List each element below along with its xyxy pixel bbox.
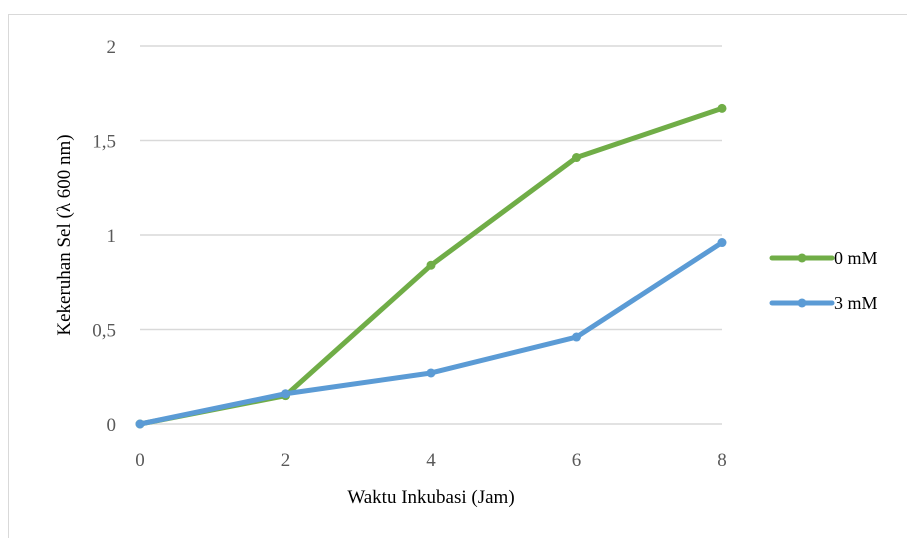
x-tick-label: 0 bbox=[135, 450, 145, 471]
data-point bbox=[717, 238, 727, 248]
legend: 0 mM 3 mM bbox=[769, 248, 878, 313]
data-point bbox=[572, 332, 581, 342]
y-tick-label: 1,5 bbox=[92, 132, 116, 153]
y-tick-label: 2 bbox=[107, 37, 117, 58]
x-tick-label: 6 bbox=[572, 450, 582, 471]
data-point bbox=[281, 389, 290, 399]
data-point bbox=[426, 368, 436, 378]
x-axis-title: Waktu Inkubasi (Jam) bbox=[347, 487, 514, 508]
legend-marker bbox=[797, 253, 807, 263]
data-point bbox=[572, 153, 581, 163]
x-tick-labels: 0 2 4 6 8 bbox=[135, 450, 727, 471]
gridlines bbox=[140, 45, 722, 425]
y-axis-title: Kekeruhan Sel (λ 600 nm) bbox=[54, 134, 75, 335]
y-tick-labels: 0 0,5 1 1,5 2 bbox=[92, 37, 116, 436]
y-tick-label: 0 bbox=[107, 415, 117, 436]
series-line-1 bbox=[137, 240, 725, 427]
x-tick-label: 2 bbox=[281, 450, 291, 471]
data-point bbox=[135, 419, 145, 429]
x-tick-label: 4 bbox=[426, 450, 436, 471]
chart-frame bbox=[8, 14, 907, 538]
x-tick-label: 8 bbox=[717, 450, 727, 471]
legend-label: 3 mM bbox=[834, 293, 878, 313]
series-lines bbox=[135, 103, 727, 429]
legend-marker bbox=[797, 298, 807, 308]
y-tick-label: 1 bbox=[107, 226, 117, 247]
y-tick-label: 0,5 bbox=[92, 321, 116, 342]
legend-label: 0 mM bbox=[834, 248, 878, 268]
data-point bbox=[426, 260, 436, 270]
data-point bbox=[717, 103, 727, 113]
